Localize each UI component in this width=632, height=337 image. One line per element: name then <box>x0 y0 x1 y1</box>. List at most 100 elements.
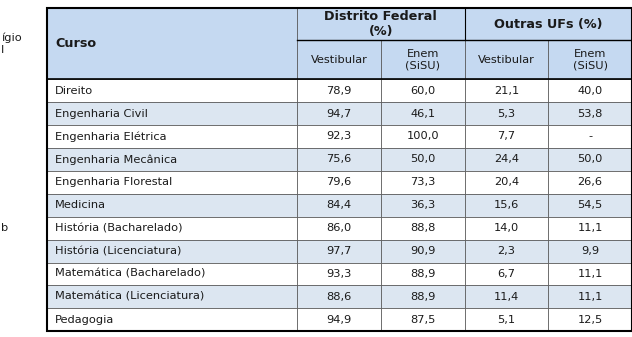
Text: 88,9: 88,9 <box>410 292 435 302</box>
Bar <box>297 40 380 79</box>
Text: 97,7: 97,7 <box>326 246 351 256</box>
Text: 36,3: 36,3 <box>410 200 435 210</box>
Bar <box>548 217 632 240</box>
Text: 7,7: 7,7 <box>497 131 516 142</box>
Text: 24,4: 24,4 <box>494 154 519 164</box>
Text: ígio
l: ígio l <box>1 33 22 55</box>
Bar <box>548 148 632 171</box>
Bar <box>465 125 549 148</box>
Bar <box>47 263 297 285</box>
Text: História (Licenciatura): História (Licenciatura) <box>55 246 181 256</box>
Text: 21,1: 21,1 <box>494 86 519 96</box>
Text: Direito: Direito <box>55 86 94 96</box>
Bar <box>47 125 297 148</box>
Text: 9,9: 9,9 <box>581 246 599 256</box>
Bar <box>47 285 297 308</box>
Bar <box>380 125 465 148</box>
Bar <box>548 102 632 125</box>
Text: Engenharia Florestal: Engenharia Florestal <box>55 177 173 187</box>
Text: Matemática (Bacharelado): Matemática (Bacharelado) <box>55 269 205 279</box>
Bar <box>47 217 297 240</box>
Bar <box>380 79 465 102</box>
Bar <box>465 194 549 217</box>
Text: Distrito Federal
(%): Distrito Federal (%) <box>324 10 437 38</box>
Bar <box>380 217 465 240</box>
Text: 11,1: 11,1 <box>578 269 603 279</box>
Text: Enem
(SiSU): Enem (SiSU) <box>573 49 607 71</box>
Text: 5,3: 5,3 <box>497 109 516 119</box>
Text: 6,7: 6,7 <box>497 269 515 279</box>
Bar <box>297 8 465 40</box>
Text: Curso: Curso <box>55 37 96 50</box>
Text: 87,5: 87,5 <box>410 315 435 325</box>
Text: 88,6: 88,6 <box>326 292 351 302</box>
Text: 53,8: 53,8 <box>578 109 603 119</box>
Bar <box>465 217 549 240</box>
Bar <box>380 240 465 263</box>
Bar <box>548 194 632 217</box>
Text: 11,1: 11,1 <box>578 292 603 302</box>
Bar <box>47 194 297 217</box>
Bar <box>548 285 632 308</box>
Bar <box>548 240 632 263</box>
Text: -: - <box>588 131 592 142</box>
Bar <box>297 308 380 331</box>
Text: 5,1: 5,1 <box>497 315 516 325</box>
Bar <box>548 79 632 102</box>
Text: 78,9: 78,9 <box>326 86 351 96</box>
Text: b: b <box>1 223 8 233</box>
Text: 11,1: 11,1 <box>578 223 603 233</box>
Text: 90,9: 90,9 <box>410 246 435 256</box>
Text: 20,4: 20,4 <box>494 177 519 187</box>
Bar <box>297 125 380 148</box>
Bar <box>380 263 465 285</box>
Bar <box>465 40 549 79</box>
Text: 11,4: 11,4 <box>494 292 519 302</box>
Text: 88,9: 88,9 <box>410 269 435 279</box>
Text: Outras UFs (%): Outras UFs (%) <box>494 18 602 31</box>
Bar <box>297 171 380 194</box>
Text: Engenharia Elétrica: Engenharia Elétrica <box>55 131 166 142</box>
Text: Engenharia Mecânica: Engenharia Mecânica <box>55 154 177 165</box>
Text: 40,0: 40,0 <box>578 86 603 96</box>
Bar <box>297 217 380 240</box>
Text: História (Bacharelado): História (Bacharelado) <box>55 223 183 233</box>
Text: Medicina: Medicina <box>55 200 106 210</box>
Bar <box>548 125 632 148</box>
Bar <box>47 308 297 331</box>
Bar <box>380 285 465 308</box>
Text: 84,4: 84,4 <box>326 200 351 210</box>
Bar <box>548 263 632 285</box>
Text: 92,3: 92,3 <box>326 131 351 142</box>
Text: 94,9: 94,9 <box>326 315 351 325</box>
Text: 73,3: 73,3 <box>410 177 435 187</box>
Bar <box>548 308 632 331</box>
Bar <box>380 40 465 79</box>
Bar <box>380 102 465 125</box>
Text: 50,0: 50,0 <box>410 154 435 164</box>
Text: Vestibular: Vestibular <box>478 55 535 65</box>
Bar <box>465 171 549 194</box>
Text: 46,1: 46,1 <box>410 109 435 119</box>
Text: Pedagogia: Pedagogia <box>55 315 114 325</box>
Bar <box>297 102 380 125</box>
Text: 54,5: 54,5 <box>578 200 603 210</box>
Bar <box>380 308 465 331</box>
Bar <box>465 8 632 40</box>
Text: 60,0: 60,0 <box>410 86 435 96</box>
Bar <box>380 148 465 171</box>
Bar <box>380 194 465 217</box>
Text: 12,5: 12,5 <box>578 315 603 325</box>
Bar <box>47 102 297 125</box>
Bar <box>47 148 297 171</box>
Bar <box>47 240 297 263</box>
Bar <box>297 285 380 308</box>
Bar <box>548 40 632 79</box>
Text: 86,0: 86,0 <box>326 223 351 233</box>
Bar <box>465 102 549 125</box>
Text: Engenharia Civil: Engenharia Civil <box>55 109 148 119</box>
Bar <box>297 194 380 217</box>
Bar <box>47 8 297 79</box>
Bar <box>465 148 549 171</box>
Bar <box>297 79 380 102</box>
